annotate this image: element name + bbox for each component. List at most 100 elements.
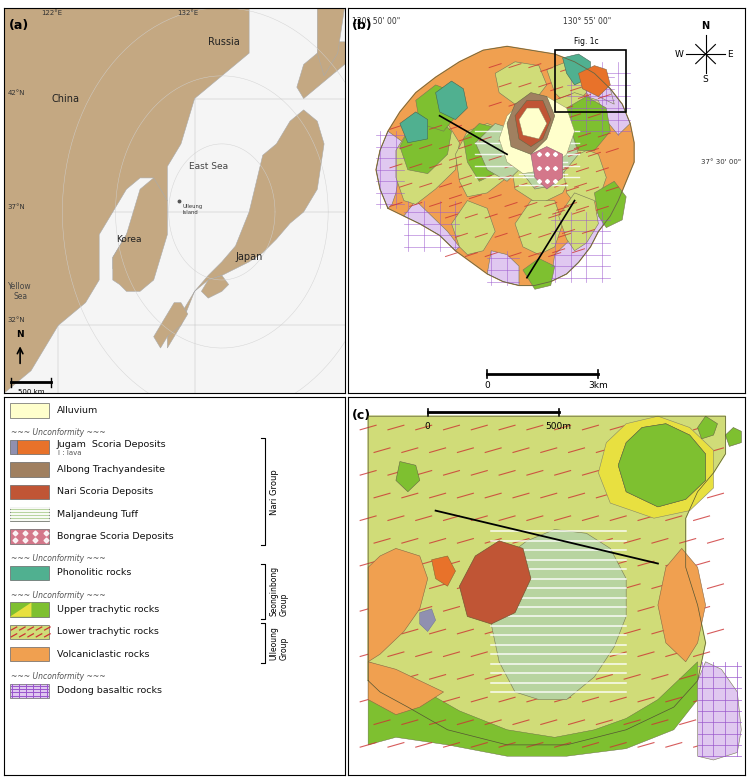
Text: 0: 0 <box>425 422 431 431</box>
Text: W: W <box>675 50 684 58</box>
Polygon shape <box>697 662 742 760</box>
Text: ~~~ Unconformity ~~~: ~~~ Unconformity ~~~ <box>10 590 105 600</box>
Polygon shape <box>519 131 567 189</box>
Polygon shape <box>396 461 419 492</box>
Polygon shape <box>618 424 706 507</box>
Polygon shape <box>396 116 459 204</box>
Bar <box>10 684 49 698</box>
Text: S: S <box>703 76 709 84</box>
Bar <box>10 602 49 617</box>
Polygon shape <box>369 662 443 714</box>
Polygon shape <box>515 100 551 146</box>
Polygon shape <box>515 201 562 255</box>
Text: Lower trachytic rocks: Lower trachytic rocks <box>57 627 159 636</box>
Text: (b): (b) <box>352 19 373 33</box>
Polygon shape <box>10 602 31 617</box>
Bar <box>10 507 49 521</box>
Polygon shape <box>523 124 578 182</box>
Text: 42°N: 42°N <box>7 90 25 96</box>
Polygon shape <box>559 193 598 251</box>
Polygon shape <box>455 124 515 197</box>
Polygon shape <box>404 201 459 251</box>
Text: E: E <box>727 50 733 58</box>
Polygon shape <box>551 212 610 281</box>
Polygon shape <box>154 303 188 348</box>
Polygon shape <box>436 81 467 120</box>
Text: 0: 0 <box>485 381 490 390</box>
Text: China: China <box>52 93 79 104</box>
Text: 37° 30' 00": 37° 30' 00" <box>701 159 742 165</box>
Text: N: N <box>702 21 709 31</box>
Polygon shape <box>658 548 706 662</box>
Polygon shape <box>567 97 610 150</box>
Polygon shape <box>452 201 495 255</box>
Polygon shape <box>369 416 725 745</box>
Text: ~~~ Unconformity ~~~: ~~~ Unconformity ~~~ <box>10 672 105 681</box>
Text: Ulleoung
Group: Ulleoung Group <box>270 626 289 660</box>
Text: 32°N: 32°N <box>7 317 25 323</box>
Text: Japan: Japan <box>235 252 263 263</box>
Bar <box>10 485 49 499</box>
Polygon shape <box>431 556 455 586</box>
Text: 122°E: 122°E <box>41 9 62 16</box>
Text: 132°E: 132°E <box>178 9 198 16</box>
Polygon shape <box>507 93 555 154</box>
Bar <box>10 404 49 418</box>
Polygon shape <box>523 259 555 289</box>
Polygon shape <box>400 112 428 143</box>
Polygon shape <box>376 47 634 285</box>
Text: N: N <box>16 330 24 339</box>
Text: 130° 55' 00": 130° 55' 00" <box>562 17 611 26</box>
Text: Upper trachytic rocks: Upper trachytic rocks <box>57 605 159 614</box>
Text: 500m: 500m <box>546 422 571 431</box>
Polygon shape <box>725 428 742 446</box>
Text: l : lava: l : lava <box>58 450 82 456</box>
Polygon shape <box>562 54 590 85</box>
Text: ~~~ Unconformity ~~~: ~~~ Unconformity ~~~ <box>10 428 105 437</box>
Text: Bongrae Scoria Deposits: Bongrae Scoria Deposits <box>57 532 173 541</box>
Text: 3km: 3km <box>589 381 608 390</box>
Text: Dodong basaltic rocks: Dodong basaltic rocks <box>57 686 162 696</box>
Text: Fig. 1c: Fig. 1c <box>574 37 598 47</box>
Polygon shape <box>167 110 324 348</box>
Polygon shape <box>562 146 607 208</box>
Text: East Sea: East Sea <box>189 162 228 171</box>
Polygon shape <box>488 251 519 285</box>
Text: Maljandeung Tuff: Maljandeung Tuff <box>57 509 138 519</box>
Bar <box>10 566 49 580</box>
Text: 37°N: 37°N <box>7 203 25 210</box>
Polygon shape <box>201 276 228 298</box>
Polygon shape <box>376 131 404 208</box>
Bar <box>17 440 49 454</box>
Text: Nari Scoria Deposits: Nari Scoria Deposits <box>57 487 153 496</box>
Text: Nari Group: Nari Group <box>270 469 279 515</box>
Polygon shape <box>531 146 562 189</box>
Polygon shape <box>495 62 547 104</box>
Text: Jugam  Scoria Deposits: Jugam Scoria Deposits <box>57 439 166 449</box>
Bar <box>10 625 49 639</box>
Text: Albong Trachyandesite: Albong Trachyandesite <box>57 465 165 474</box>
Text: Alluvium: Alluvium <box>57 406 98 415</box>
Polygon shape <box>464 124 503 182</box>
Polygon shape <box>491 530 626 700</box>
Polygon shape <box>586 73 614 104</box>
Polygon shape <box>618 424 706 507</box>
Polygon shape <box>511 131 574 204</box>
Text: (a): (a) <box>9 19 29 32</box>
Polygon shape <box>113 178 167 291</box>
Polygon shape <box>578 65 610 97</box>
Polygon shape <box>318 8 345 76</box>
Text: (c): (c) <box>352 409 372 421</box>
Polygon shape <box>369 662 697 756</box>
Text: Phonolitic rocks: Phonolitic rocks <box>57 569 131 577</box>
Bar <box>555 50 626 112</box>
Polygon shape <box>519 108 547 139</box>
Text: Ulleung
Island: Ulleung Island <box>182 204 202 215</box>
Bar <box>10 647 49 661</box>
Polygon shape <box>499 97 574 174</box>
Polygon shape <box>400 116 452 174</box>
Bar <box>10 440 17 454</box>
Text: ~~~ Unconformity ~~~: ~~~ Unconformity ~~~ <box>10 554 105 563</box>
Text: Russia: Russia <box>208 37 240 47</box>
Polygon shape <box>598 416 714 518</box>
